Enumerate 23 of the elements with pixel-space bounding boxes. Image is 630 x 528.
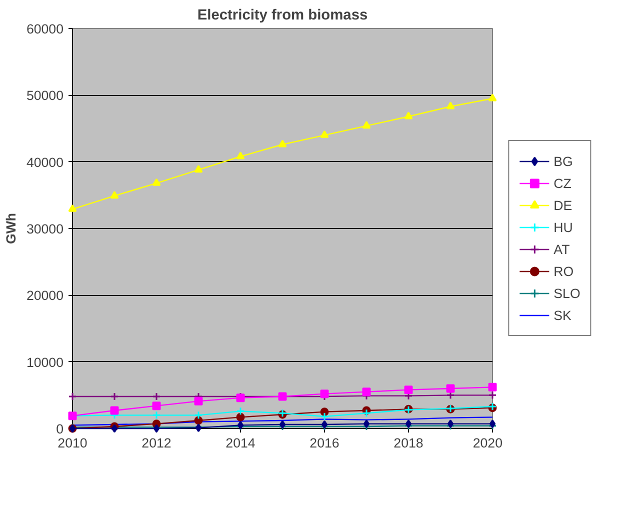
y-tick-label: 20000: [26, 288, 64, 304]
x-tick-label: 2014: [226, 436, 256, 450]
y-tick-label: 50000: [26, 88, 64, 104]
y-tick-label: 40000: [26, 154, 64, 170]
legend-label: AT: [554, 242, 571, 256]
chart-title: Electricity from biomass: [197, 8, 368, 24]
legend-label: DE: [554, 198, 574, 212]
x-tick-label: 2018: [394, 436, 424, 450]
x-tick-label: 2012: [142, 436, 172, 450]
x-tick-label: 2010: [58, 436, 88, 450]
y-tick-label: 30000: [26, 222, 64, 236]
y-tick-label: 60000: [26, 22, 64, 36]
legend-label: SLO: [554, 286, 580, 300]
legend-label: BG: [554, 154, 574, 168]
legend-label: HU: [554, 220, 574, 234]
legend-label: SK: [554, 308, 572, 322]
y-axis-title: GWh: [3, 212, 18, 244]
y-tick-label: 10000: [26, 354, 64, 370]
y-tick-label: 0: [56, 422, 64, 436]
x-tick-label: 2016: [310, 436, 340, 450]
legend-label: CZ: [554, 176, 572, 190]
legend-label: RO: [554, 264, 574, 278]
x-tick-label: 2020: [472, 436, 503, 450]
